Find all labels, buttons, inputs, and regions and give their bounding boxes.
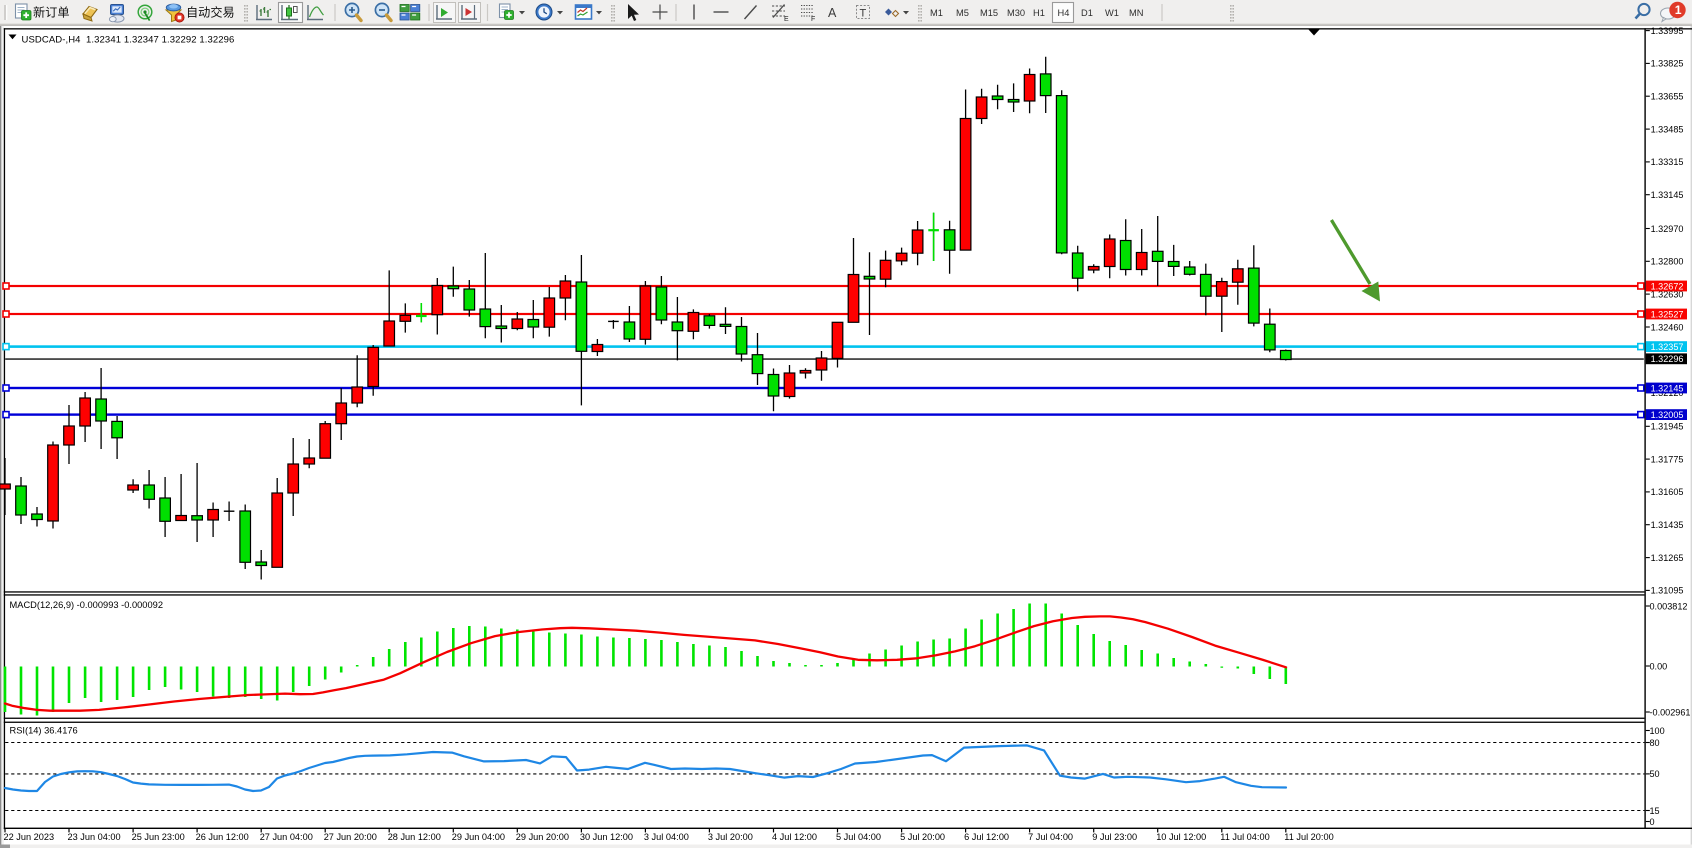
svg-text:1.32630: 1.32630 bbox=[1651, 289, 1684, 299]
svg-text:H4: H4 bbox=[1058, 8, 1070, 18]
svg-text:1.32005: 1.32005 bbox=[1651, 410, 1684, 420]
svg-text:1.32800: 1.32800 bbox=[1651, 257, 1684, 267]
svg-text:7 Jul 04:00: 7 Jul 04:00 bbox=[1028, 832, 1073, 842]
svg-text:22 Jun 2023: 22 Jun 2023 bbox=[4, 832, 55, 842]
svg-text:11 Jul 04:00: 11 Jul 04:00 bbox=[1220, 832, 1269, 842]
svg-text:9 Jul 23:00: 9 Jul 23:00 bbox=[1092, 832, 1137, 842]
svg-text:1.32296: 1.32296 bbox=[1651, 354, 1684, 364]
svg-text:M1: M1 bbox=[930, 8, 943, 18]
svg-text:5 Jul 04:00: 5 Jul 04:00 bbox=[836, 832, 881, 842]
svg-text:1.32357: 1.32357 bbox=[1651, 342, 1684, 352]
svg-text:27 Jun 04:00: 27 Jun 04:00 bbox=[260, 832, 313, 842]
svg-text:W1: W1 bbox=[1105, 8, 1119, 18]
svg-text:1.33145: 1.33145 bbox=[1651, 190, 1684, 200]
svg-text:1.31265: 1.31265 bbox=[1651, 553, 1684, 563]
svg-text:1.32672: 1.32672 bbox=[1651, 281, 1684, 291]
svg-text:26 Jun 12:00: 26 Jun 12:00 bbox=[196, 832, 249, 842]
svg-text:M30: M30 bbox=[1007, 8, 1025, 18]
svg-text:0.003812: 0.003812 bbox=[1650, 601, 1688, 611]
svg-text:T: T bbox=[860, 7, 867, 19]
svg-text:新订单: 新订单 bbox=[33, 5, 70, 20]
svg-text:0.00: 0.00 bbox=[1650, 661, 1668, 671]
svg-text:100: 100 bbox=[1650, 726, 1665, 736]
svg-text:自动交易: 自动交易 bbox=[186, 5, 235, 20]
svg-text:MACD(12,26,9) -0.000993 -0.000: MACD(12,26,9) -0.000993 -0.000092 bbox=[10, 600, 164, 610]
svg-text:28 Jun 12:00: 28 Jun 12:00 bbox=[388, 832, 441, 842]
svg-text:3 Jul 20:00: 3 Jul 20:00 bbox=[708, 832, 753, 842]
svg-text:29 Jun 20:00: 29 Jun 20:00 bbox=[516, 832, 569, 842]
svg-text:1.31435: 1.31435 bbox=[1651, 520, 1684, 530]
svg-text:1.31945: 1.31945 bbox=[1651, 422, 1684, 432]
svg-text:M5: M5 bbox=[956, 8, 969, 18]
svg-text:1.33825: 1.33825 bbox=[1651, 59, 1684, 69]
svg-text:USDCAD-,H4 1.32341 1.32347 1.: USDCAD-,H4 1.32341 1.32347 1.32292 1.322… bbox=[22, 34, 235, 45]
svg-text:1.33995: 1.33995 bbox=[1651, 26, 1684, 36]
svg-text:E: E bbox=[784, 16, 789, 23]
svg-text:-0.002961: -0.002961 bbox=[1650, 707, 1691, 717]
svg-text:1.32527: 1.32527 bbox=[1651, 309, 1684, 319]
svg-text:H1: H1 bbox=[1033, 8, 1045, 18]
svg-text:5 Jul 20:00: 5 Jul 20:00 bbox=[900, 832, 945, 842]
svg-text:23 Jun 04:00: 23 Jun 04:00 bbox=[68, 832, 121, 842]
svg-text:15: 15 bbox=[1650, 806, 1660, 816]
svg-text:F: F bbox=[811, 16, 815, 23]
svg-text:1.33485: 1.33485 bbox=[1651, 124, 1684, 134]
svg-text:A: A bbox=[828, 6, 837, 20]
svg-text:4 Jul 12:00: 4 Jul 12:00 bbox=[772, 832, 817, 842]
svg-text:1.33315: 1.33315 bbox=[1651, 157, 1684, 167]
svg-text:1: 1 bbox=[1675, 3, 1682, 17]
svg-text:27 Jun 20:00: 27 Jun 20:00 bbox=[324, 832, 377, 842]
svg-text:D1: D1 bbox=[1081, 8, 1093, 18]
svg-text:M15: M15 bbox=[980, 8, 998, 18]
svg-text:1.33655: 1.33655 bbox=[1651, 92, 1684, 102]
svg-text:3 Jul 04:00: 3 Jul 04:00 bbox=[644, 832, 689, 842]
svg-text:10 Jul 12:00: 10 Jul 12:00 bbox=[1156, 832, 1206, 842]
svg-text:80: 80 bbox=[1650, 738, 1660, 748]
svg-text:1.31605: 1.31605 bbox=[1651, 487, 1684, 497]
svg-text:1.32970: 1.32970 bbox=[1651, 224, 1684, 234]
svg-text:6 Jul 12:00: 6 Jul 12:00 bbox=[964, 832, 1009, 842]
svg-text:0: 0 bbox=[1650, 817, 1655, 827]
svg-text:1.32460: 1.32460 bbox=[1651, 322, 1684, 332]
svg-text:29 Jun 04:00: 29 Jun 04:00 bbox=[452, 832, 505, 842]
svg-text:50: 50 bbox=[1650, 769, 1660, 779]
svg-text:11 Jul 20:00: 11 Jul 20:00 bbox=[1284, 832, 1333, 842]
svg-text:25 Jun 23:00: 25 Jun 23:00 bbox=[132, 832, 185, 842]
svg-text:1.32145: 1.32145 bbox=[1651, 383, 1684, 393]
svg-text:RSI(14) 36.4176: RSI(14) 36.4176 bbox=[10, 726, 78, 736]
svg-text:1.31775: 1.31775 bbox=[1651, 454, 1684, 464]
svg-text:MN: MN bbox=[1129, 8, 1143, 18]
svg-text:1.31095: 1.31095 bbox=[1651, 586, 1684, 596]
svg-text:30 Jun 12:00: 30 Jun 12:00 bbox=[580, 832, 633, 842]
